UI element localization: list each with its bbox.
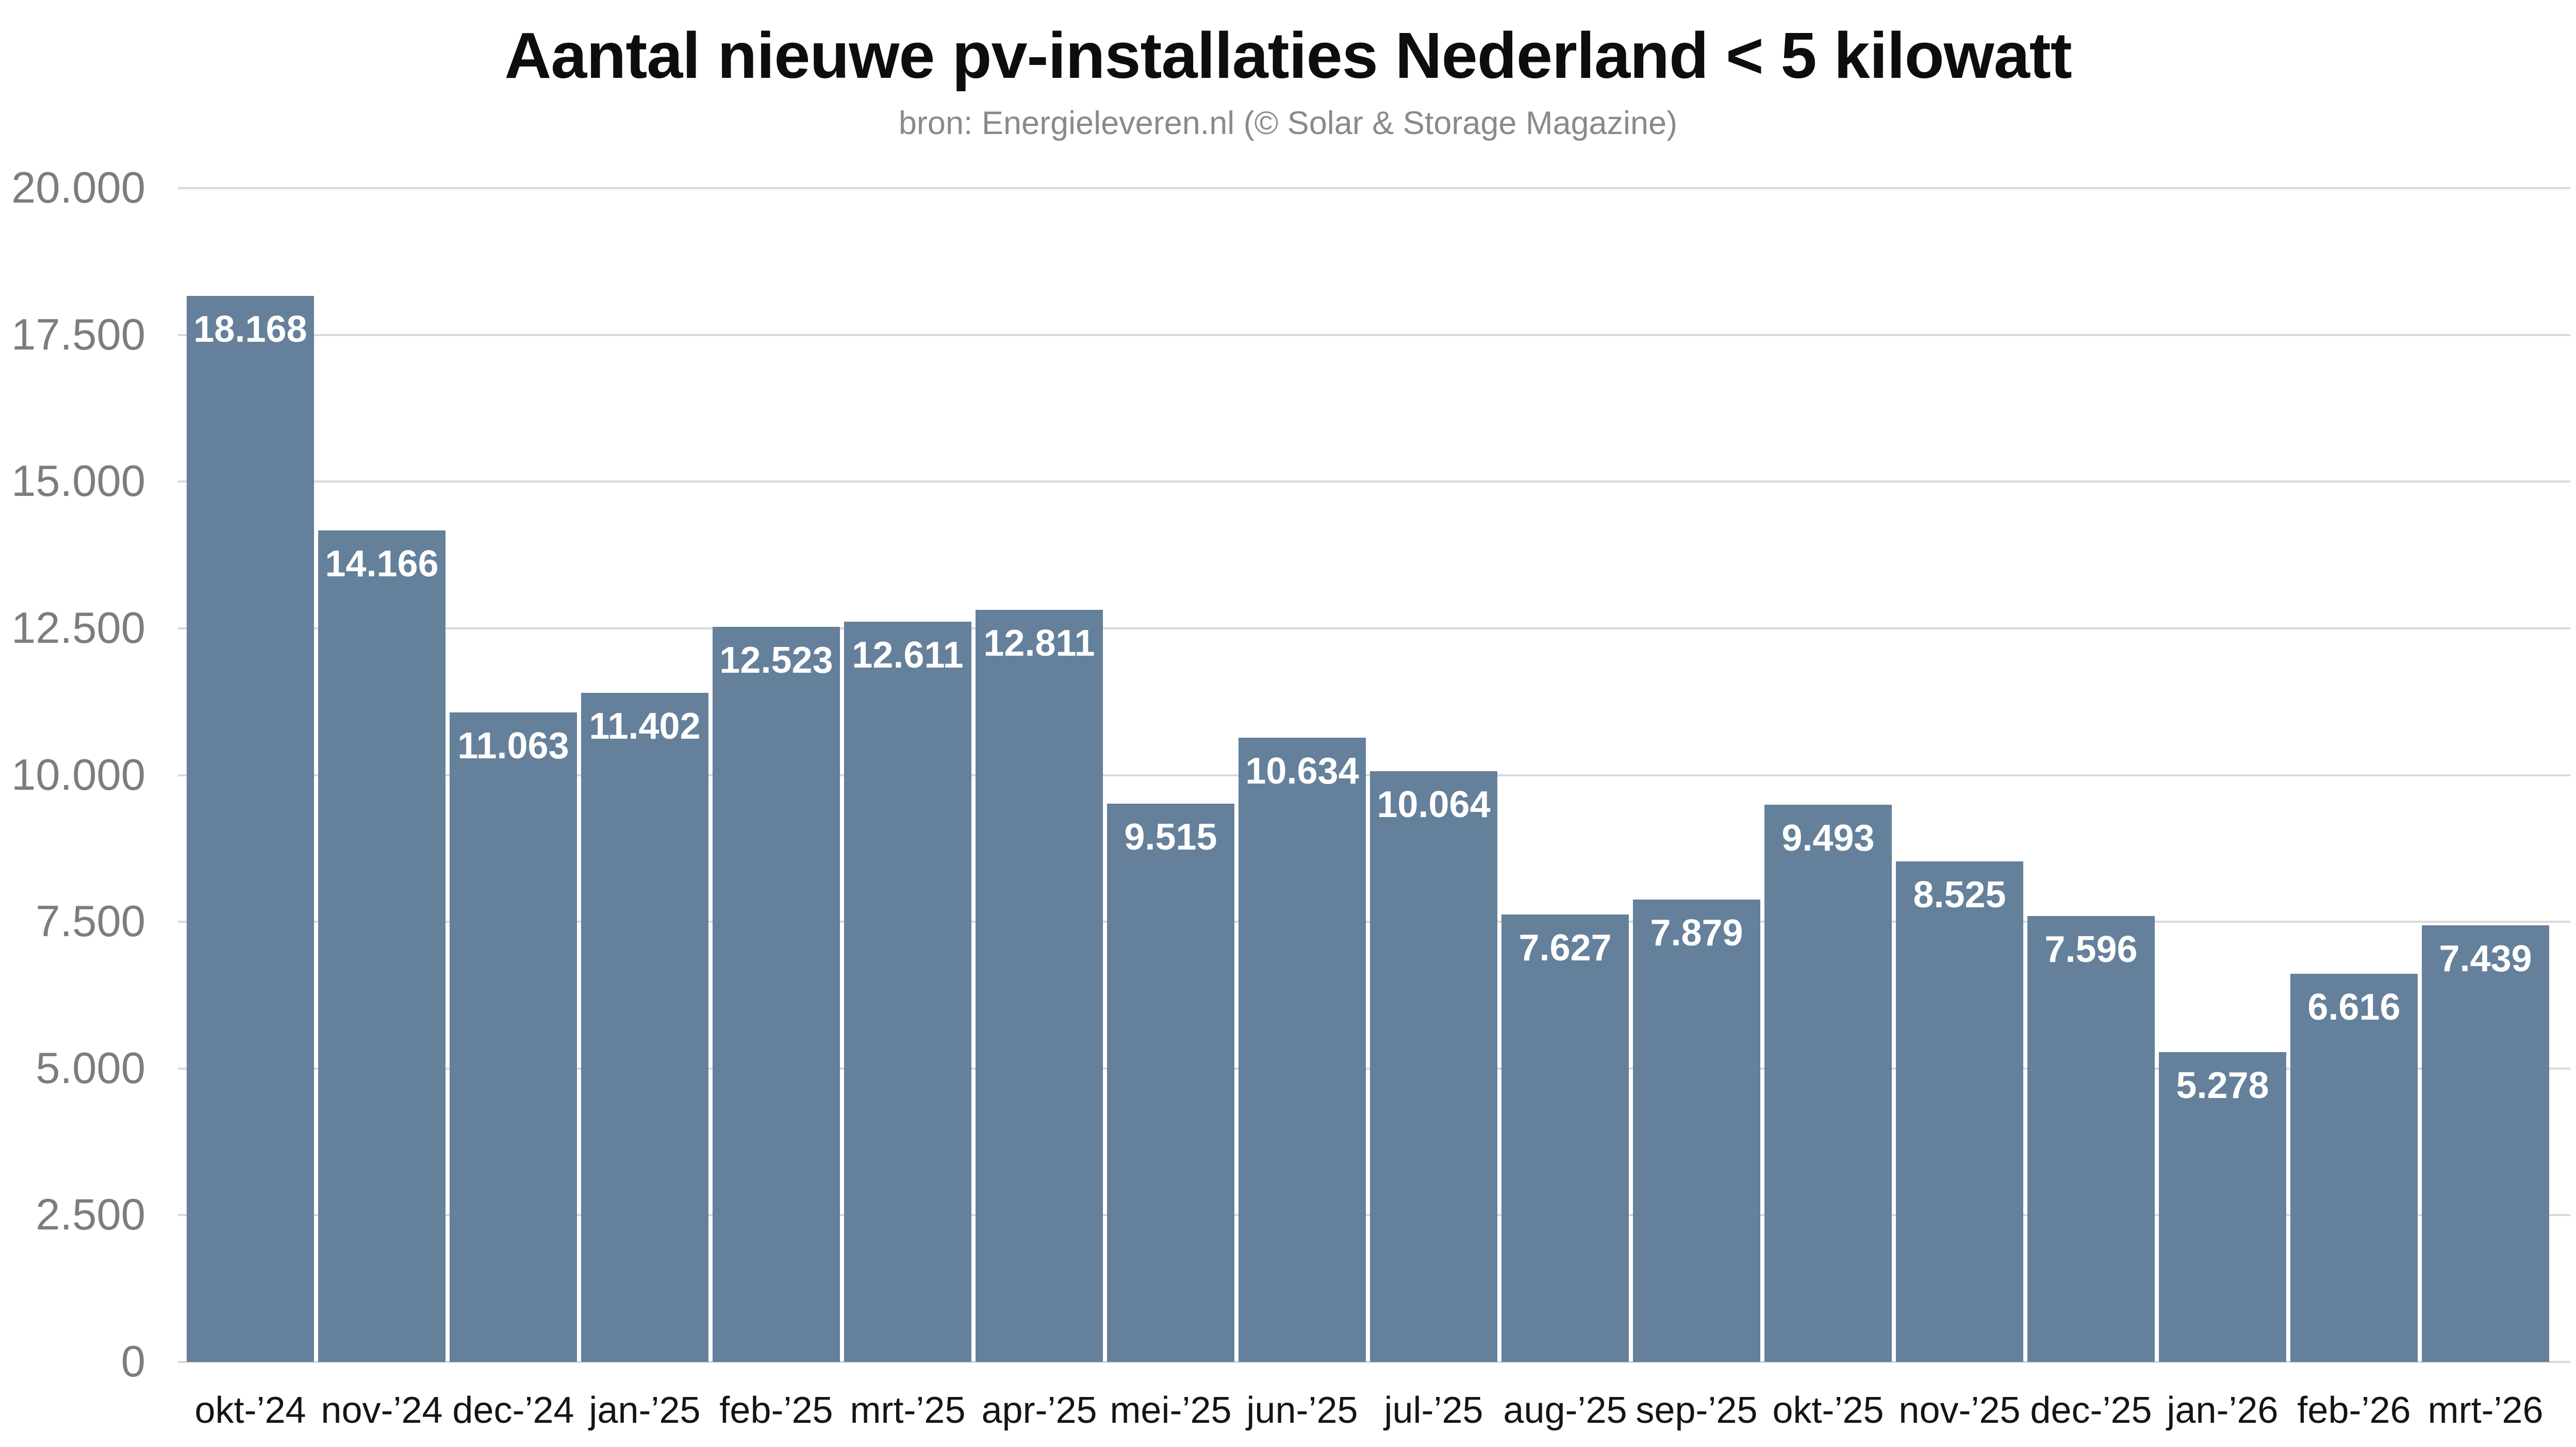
y-axis-tick-label: 5.000 <box>36 1044 145 1093</box>
bar: 7.439 <box>2422 925 2549 1362</box>
chart-title: Aantal nieuwe pv-installaties Nederland … <box>504 19 2072 92</box>
chart-subtitle: bron: Energieleveren.nl (© Solar & Stora… <box>898 105 1678 141</box>
bar: 5.278 <box>2159 1052 2286 1362</box>
bar-value-label: 12.811 <box>983 623 1095 664</box>
x-axis-tick-label: sep-’25 <box>1636 1390 1758 1431</box>
bar-value-label: 9.515 <box>1124 817 1217 858</box>
bar-value-label: 11.063 <box>457 725 569 767</box>
bar-value-label: 10.634 <box>1245 751 1359 792</box>
bar: 7.596 <box>2027 916 2155 1362</box>
x-axis-labels: okt-’24 nov-’24 dec-’24 jan-’25 feb-’25 mrt-’… <box>187 1387 2549 1434</box>
y-axis-tick-label: 2.500 <box>36 1190 145 1239</box>
bar: 7.627 <box>1501 914 1629 1362</box>
bar: 7.879 <box>1633 900 1760 1362</box>
bar-value-label: 8.525 <box>1913 874 2006 916</box>
bar-value-label: 12.523 <box>719 640 833 681</box>
bar: 9.493 <box>1764 805 1892 1362</box>
bar: 18.168 <box>187 296 314 1362</box>
x-axis-tick-label: aug-’25 <box>1503 1390 1627 1431</box>
x-axis-tick-label: dec-’25 <box>2030 1390 2152 1431</box>
x-axis-tick-label: apr-’25 <box>981 1390 1097 1431</box>
x-axis-tick-label: okt-’25 <box>1772 1390 1884 1431</box>
y-axis-labels: 0 2.500 5.000 7.500 10.000 12.500 15.000 17.500… <box>0 165 145 1385</box>
bar-value-label: 9.493 <box>1781 818 1875 859</box>
bar-value-label: 7.879 <box>1650 912 1743 954</box>
bar-value-label: 11.402 <box>589 706 701 747</box>
gridline <box>178 187 2570 189</box>
bar-value-label: 7.596 <box>2044 929 2138 970</box>
bar-value-label: 12.611 <box>852 635 964 676</box>
x-axis-tick-label: nov-’25 <box>1898 1390 2021 1431</box>
bar: 8.525 <box>1896 861 2023 1362</box>
x-axis-tick-label: nov-’24 <box>321 1390 443 1431</box>
gridline <box>178 1361 2570 1363</box>
x-axis-tick-label: jun-’25 <box>1246 1390 1358 1431</box>
x-axis-tick-label: mei-’25 <box>1110 1390 1232 1431</box>
y-axis-tick-label: 12.500 <box>11 604 145 653</box>
bar: 12.523 <box>713 627 840 1362</box>
bar: 10.634 <box>1239 738 1366 1362</box>
y-axis-tick-label: 10.000 <box>11 751 145 800</box>
y-axis-tick-label: 7.500 <box>36 897 145 946</box>
x-axis-tick-label: dec-’24 <box>452 1390 574 1431</box>
bar-value-label: 6.616 <box>2307 987 2401 1028</box>
gridline <box>178 334 2570 336</box>
bar: 11.063 <box>450 712 577 1362</box>
bar-value-label: 14.166 <box>325 543 439 585</box>
gridline <box>178 627 2570 629</box>
x-axis-tick-label: feb-’26 <box>2297 1390 2411 1431</box>
bar: 12.811 <box>976 610 1103 1362</box>
x-axis-tick-label: mrt-’25 <box>850 1390 966 1431</box>
x-axis-tick-label: jan-’25 <box>589 1390 701 1431</box>
x-axis-tick-label: jan-’26 <box>2167 1390 2278 1431</box>
bar-value-label: 5.278 <box>2176 1065 2269 1106</box>
y-axis-tick-label: 17.500 <box>11 310 145 359</box>
bar-value-label: 7.439 <box>2439 938 2532 979</box>
y-axis-tick-label: 15.000 <box>11 457 145 506</box>
bar: 12.611 <box>844 622 971 1362</box>
y-axis-tick-label: 20.000 <box>11 163 145 212</box>
bar-value-label: 18.168 <box>193 309 307 350</box>
bar: 14.166 <box>318 530 445 1362</box>
y-axis-tick-label: 0 <box>121 1337 145 1386</box>
x-axis-tick-label: jul-’25 <box>1384 1390 1483 1431</box>
bar: 6.616 <box>2290 974 2418 1362</box>
x-axis-tick-label: feb-’25 <box>719 1390 833 1431</box>
bar: 11.402 <box>581 693 708 1362</box>
bar-value-label: 10.064 <box>1377 784 1491 825</box>
bar: 9.515 <box>1107 804 1234 1362</box>
bar: 10.064 <box>1370 771 1497 1362</box>
gridline <box>178 480 2570 483</box>
x-axis-tick-label: mrt-’26 <box>2428 1390 2544 1431</box>
bar-value-label: 7.627 <box>1518 927 1612 969</box>
bars-container: 18.168 14.166 11.063 11.402 12.523 12.611 12.8… <box>187 188 2549 1362</box>
x-axis-tick-label: okt-’24 <box>194 1390 306 1431</box>
